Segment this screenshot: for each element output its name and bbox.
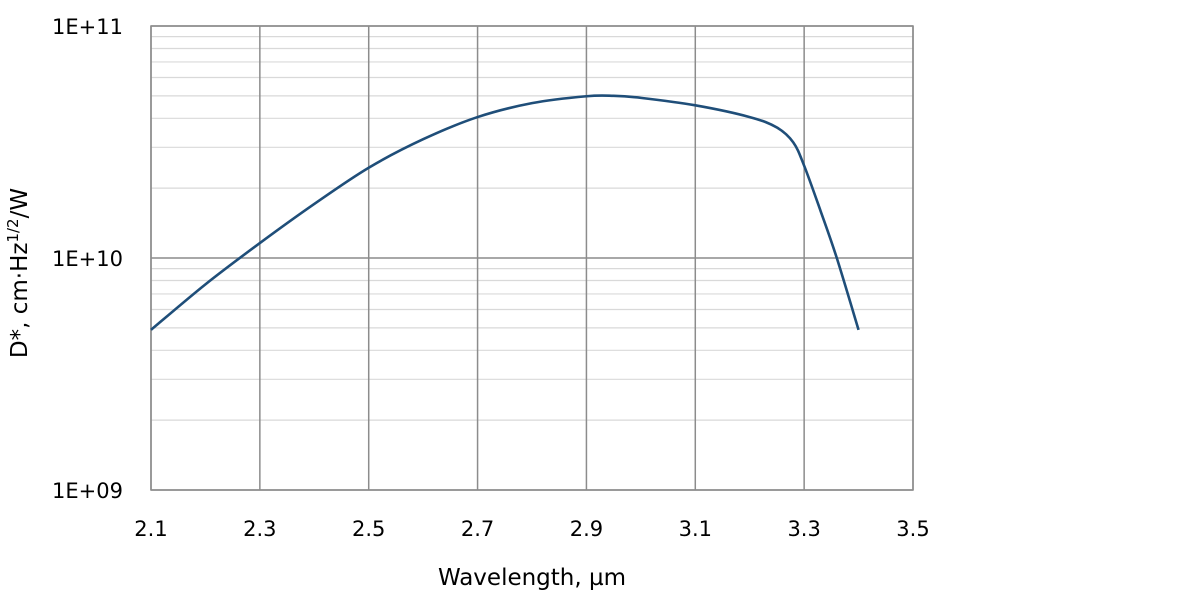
y-axis-label-superscript: 1/2 [4, 218, 22, 242]
plot-area-frame [150, 25, 914, 491]
x-tick-label: 2.7 [461, 517, 494, 541]
minor-gridlines [151, 36, 913, 421]
x-tick-label: 2.5 [352, 517, 385, 541]
y-tick-label: 1E+10 [52, 247, 123, 271]
series-layer [150, 94, 860, 331]
x-axis-label: Wavelength, µm [438, 565, 626, 591]
x-tick-label: 2.1 [134, 517, 167, 541]
x-tick-labels: 2.1 2.3 2.5 2.7 2.9 3.1 3.3 3.5 [134, 517, 929, 541]
y-tick-labels: 1E+09 1E+10 1E+11 [52, 15, 123, 503]
y-tick-label: 1E+09 [52, 479, 123, 503]
x-tick-label: 2.9 [570, 517, 603, 541]
x-tick-label: 2.3 [243, 517, 276, 541]
y-tick-label: 1E+11 [52, 15, 123, 39]
x-tick-label: 3.3 [787, 517, 820, 541]
y-axis-label: D*, cm·Hz1/2/W [4, 188, 33, 358]
x-tick-label: 3.5 [896, 517, 929, 541]
x-tick-label: 3.1 [679, 517, 712, 541]
y-axis-label-suffix: /W [7, 188, 33, 219]
series-line [150, 94, 860, 331]
y-axis-label-prefix: D*, cm·Hz [7, 243, 33, 359]
